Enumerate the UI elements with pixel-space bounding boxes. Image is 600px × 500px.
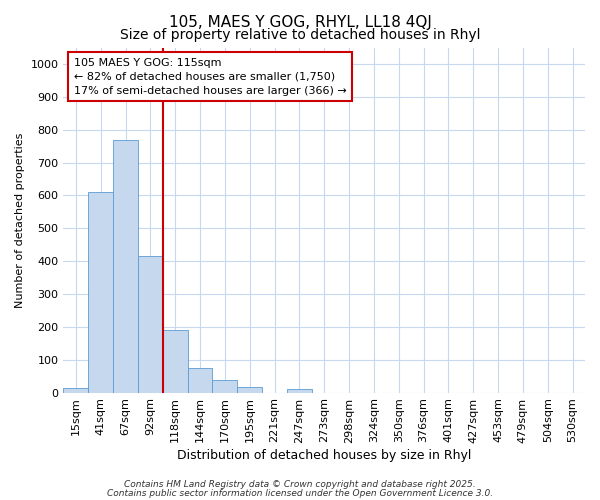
Bar: [138, 256, 163, 392]
Bar: [113, 140, 138, 392]
Bar: [237, 386, 262, 392]
Bar: [64, 388, 88, 392]
Bar: [287, 388, 312, 392]
Bar: [163, 330, 188, 392]
Y-axis label: Number of detached properties: Number of detached properties: [15, 132, 25, 308]
Text: 105, MAES Y GOG, RHYL, LL18 4QJ: 105, MAES Y GOG, RHYL, LL18 4QJ: [169, 15, 431, 30]
Bar: [88, 192, 113, 392]
X-axis label: Distribution of detached houses by size in Rhyl: Distribution of detached houses by size …: [177, 450, 472, 462]
Text: Contains public sector information licensed under the Open Government Licence 3.: Contains public sector information licen…: [107, 488, 493, 498]
Text: Size of property relative to detached houses in Rhyl: Size of property relative to detached ho…: [120, 28, 480, 42]
Bar: [212, 380, 237, 392]
Bar: [188, 368, 212, 392]
Text: Contains HM Land Registry data © Crown copyright and database right 2025.: Contains HM Land Registry data © Crown c…: [124, 480, 476, 489]
Text: 105 MAES Y GOG: 115sqm
← 82% of detached houses are smaller (1,750)
17% of semi-: 105 MAES Y GOG: 115sqm ← 82% of detached…: [74, 58, 347, 96]
